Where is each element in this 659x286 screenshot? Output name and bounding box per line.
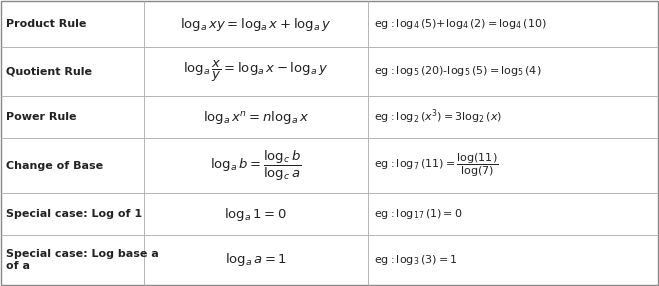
Text: $\log_{a} \dfrac{x}{y} = \log_{a} x - \log_{a} y$: $\log_{a} \dfrac{x}{y} = \log_{a} x - \l… <box>183 59 328 84</box>
Text: Change of Base: Change of Base <box>6 160 103 170</box>
Text: $\log_{a} b = \dfrac{\log_{c} b}{\log_{c} a}$: $\log_{a} b = \dfrac{\log_{c} b}{\log_{c… <box>210 148 301 183</box>
Text: $\mathrm{eg: } \log_{17}(1){=}0$: $\mathrm{eg: } \log_{17}(1){=}0$ <box>374 207 463 221</box>
Text: $\mathrm{eg: } \log_{7}(11) = \dfrac{\log(11)}{\log(7)}$: $\mathrm{eg: } \log_{7}(11) = \dfrac{\lo… <box>374 152 499 179</box>
Text: $\mathrm{eg: } \log_{5}(20)\text{-}\log_{5}(5){=}\log_{5}(4)$: $\mathrm{eg: } \log_{5}(20)\text{-}\log_… <box>374 64 542 78</box>
Text: Quotient Rule: Quotient Rule <box>6 66 92 76</box>
Text: $\log_{a} 1 = 0$: $\log_{a} 1 = 0$ <box>224 206 287 223</box>
Text: Special case: Log of 1: Special case: Log of 1 <box>6 209 142 219</box>
Text: $\mathrm{eg: } \log_{4}(5){+}\log_{4}(2){=}\log_{4}(10)$: $\mathrm{eg: } \log_{4}(5){+}\log_{4}(2)… <box>374 17 547 31</box>
Text: $\log_{a} x^{n} = n\log_{a} x$: $\log_{a} x^{n} = n\log_{a} x$ <box>202 109 309 126</box>
Text: $\log_{a} xy = \log_{a} x + \log_{a} y$: $\log_{a} xy = \log_{a} x + \log_{a} y$ <box>180 15 331 33</box>
Text: Product Rule: Product Rule <box>6 19 86 29</box>
Text: $\mathrm{eg: } \log_{2}(x^{3}){=}3\log_{2}(x)$: $\mathrm{eg: } \log_{2}(x^{3}){=}3\log_{… <box>374 108 503 126</box>
Text: $\log_{a} a = 1$: $\log_{a} a = 1$ <box>225 251 287 268</box>
Text: Special case: Log base a
of a: Special case: Log base a of a <box>6 249 159 271</box>
Text: $\mathrm{eg: } \log_{3}(3){=}1$: $\mathrm{eg: } \log_{3}(3){=}1$ <box>374 253 458 267</box>
Text: Power Rule: Power Rule <box>6 112 76 122</box>
